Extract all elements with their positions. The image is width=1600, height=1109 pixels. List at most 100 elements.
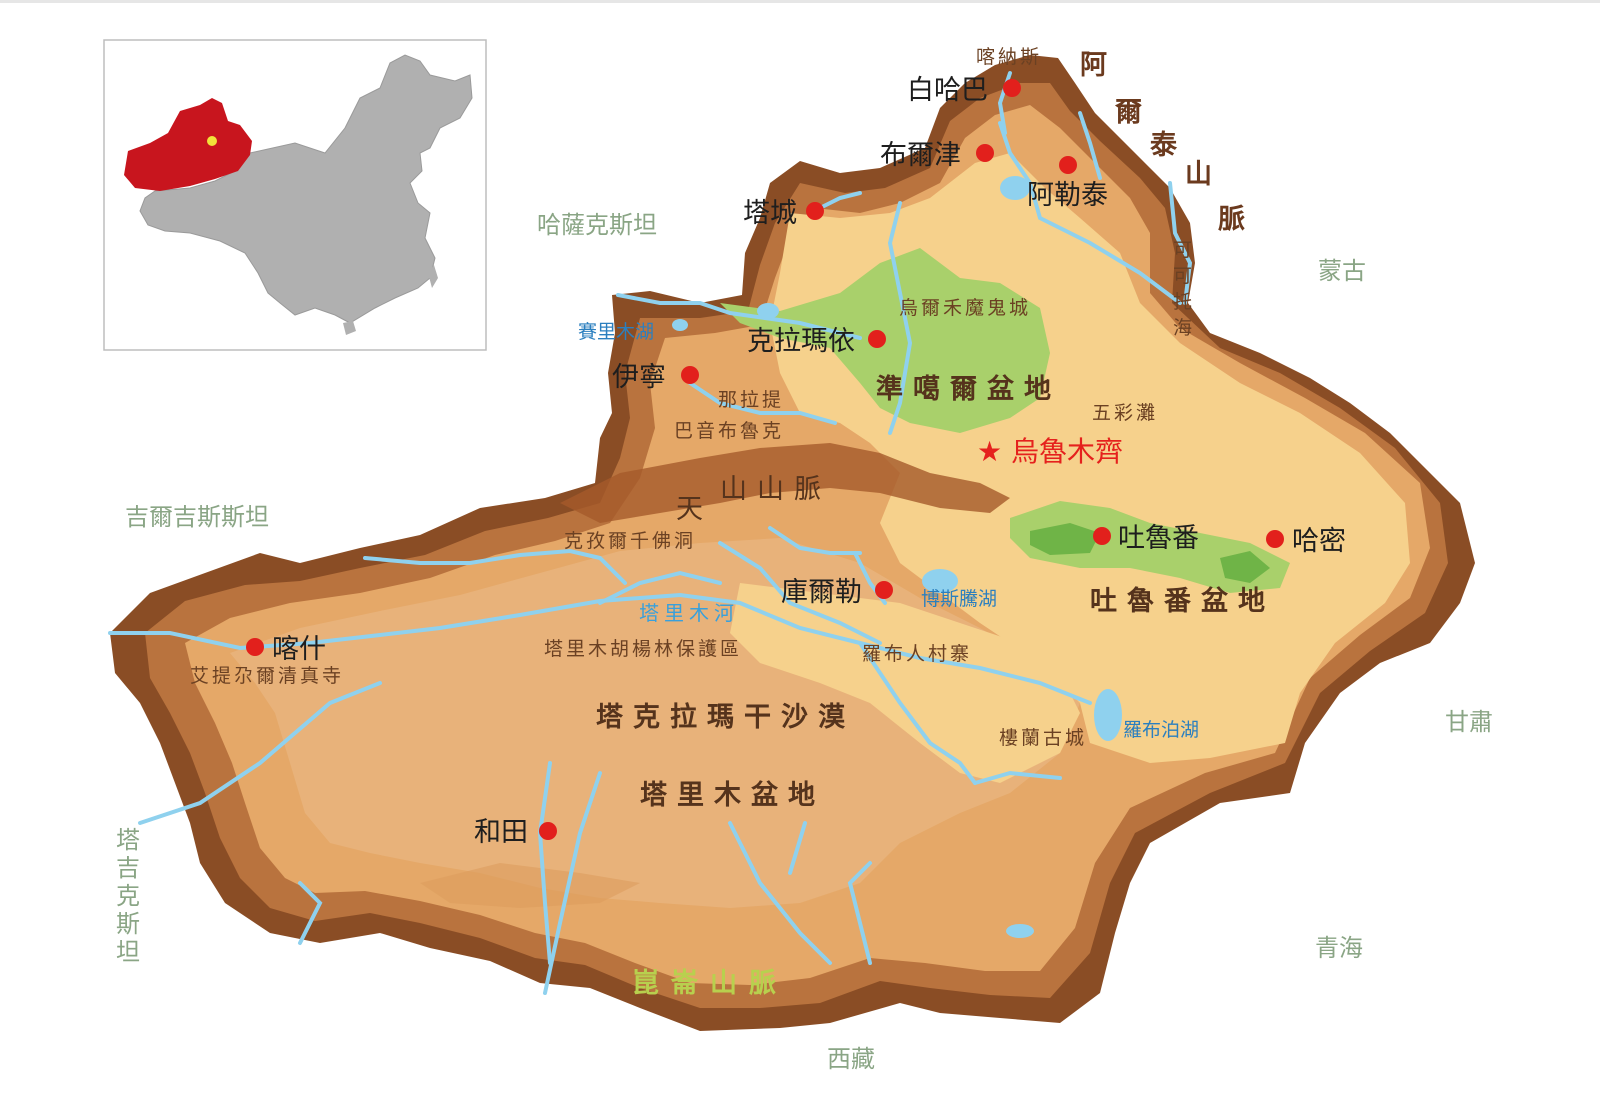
dune-patch-shape (420, 863, 640, 908)
id-kah-mosque-label[interactable]: 艾提尕爾清真寺 (190, 665, 344, 687)
lakes (672, 176, 1122, 938)
turpan-dot[interactable] (1093, 527, 1111, 545)
baihaba-dot[interactable] (1003, 79, 1021, 97)
altai-label-char: 阿 (1080, 50, 1107, 81)
sayram-lake-label[interactable]: 賽里木湖 (578, 321, 654, 343)
qinghai-label: 青海 (1315, 934, 1363, 962)
junggar-basin-label: 準噶爾盆地 (876, 373, 1061, 405)
tajikistan-label-char: 坦 (116, 938, 140, 966)
yining-label[interactable]: 伊寧 (612, 362, 666, 393)
populus-reserve-label[interactable]: 塔里木胡楊林保護區 (544, 638, 742, 660)
nalati-label[interactable]: 那拉提 (718, 389, 784, 411)
taiwan-shape (428, 265, 438, 288)
koktokay-label-char: 托 (1173, 291, 1195, 313)
lop-river-line (973, 770, 1062, 785)
kashgar-dot[interactable] (246, 638, 264, 656)
cherchen-river-line (858, 641, 977, 785)
city-labels: 白哈巴 布爾津 阿勒泰 塔城 克拉瑪依 伊寧 吐魯番 哈密 庫爾勒 喀什 和田 … (272, 75, 1346, 848)
altai-label-char: 脈 (1218, 204, 1245, 235)
burqin-label[interactable]: 布爾津 (880, 140, 961, 171)
basin-labels: 準噶爾盆地 吐魯番盆地 塔克拉瑪干沙漠 塔里木盆地 (596, 373, 1275, 811)
turpan-depression-shape (1030, 523, 1100, 555)
korla-dot[interactable] (875, 581, 893, 599)
manas-river-line (887, 201, 913, 435)
mongolia-label: 蒙古 (1318, 257, 1366, 285)
ili-river-line (616, 293, 862, 340)
gansu-label: 甘肅 (1445, 708, 1493, 736)
baihaba-label[interactable]: 白哈巴 (907, 75, 988, 106)
koktokay-label-char: 海 (1173, 317, 1195, 339)
kashgar-label[interactable]: 喀什 (272, 634, 326, 665)
tacheng-dot[interactable] (806, 202, 824, 220)
southern-river-line-3 (728, 821, 832, 965)
urumqi-locator-dot (207, 136, 217, 146)
hainan-shape (343, 321, 356, 335)
altay-dot[interactable] (1059, 156, 1077, 174)
inset-map (103, 39, 487, 351)
tianshan-ridge-shape (560, 443, 1010, 523)
burqin-dot[interactable] (976, 144, 994, 162)
tarim-north-line (718, 541, 882, 645)
tianshan-label-part1: 天 (676, 494, 713, 525)
poi-labels: 喀納斯 烏爾禾魔鬼城 五彩灘 那拉提 巴音布魯克 克孜爾千佛洞 塔里木胡楊林保護… (190, 46, 1158, 749)
turpan-label[interactable]: 吐魯番 (1118, 523, 1199, 554)
southern-river-line-2 (543, 771, 602, 995)
kanas-label[interactable]: 喀納斯 (976, 46, 1042, 68)
tajikistan-label-char: 斯 (116, 910, 140, 938)
lop-village-label[interactable]: 羅布人村寨 (862, 643, 972, 665)
bosten-lake-label[interactable]: 博斯騰湖 (921, 588, 997, 610)
tajikistan-label-char: 吉 (116, 854, 140, 882)
tibet-label: 西藏 (827, 1045, 875, 1073)
hami-depression-shape (1220, 551, 1270, 583)
ghost-city-label[interactable]: 烏爾禾魔鬼城 (899, 297, 1031, 319)
kizil-river-line (598, 570, 722, 605)
wucaitan-label[interactable]: 五彩灘 (1092, 402, 1158, 424)
hotan-dot[interactable] (539, 822, 557, 840)
turpan-basin-label: 吐魯番盆地 (1090, 585, 1275, 617)
city-markers (246, 79, 1284, 840)
korla-label[interactable]: 庫爾勒 (781, 577, 862, 608)
kazakhstan-label: 哈薩克斯坦 (537, 211, 657, 239)
hami-label[interactable]: 哈密 (1292, 526, 1346, 557)
irtysh-river-line (998, 121, 1182, 305)
altay-river-line (1078, 111, 1102, 180)
kizil-label[interactable]: 克孜爾千佛洞 (564, 530, 696, 552)
kyrgyzstan-label: 吉爾吉斯斯坦 (125, 503, 269, 531)
lop-nur-shape (1094, 689, 1122, 741)
aibi-lake-shape (757, 303, 779, 319)
tajikistan-label-char: 塔 (116, 826, 140, 854)
hotan-label[interactable]: 和田 (474, 817, 528, 848)
tarim-river-label[interactable]: 塔里木河 (639, 601, 739, 625)
lop-nur-label[interactable]: 羅布泊湖 (1123, 719, 1199, 741)
altay-label[interactable]: 阿勒泰 (1027, 180, 1108, 211)
kunlun-label: 崑崙山脈 (632, 968, 788, 999)
tarim-basin-label: 塔里木盆地 (640, 779, 825, 811)
altai-label-char: 爾 (1114, 97, 1142, 128)
koktokay-label-char: 可 (1173, 265, 1195, 287)
xinjiang-highlight-shape (124, 98, 252, 191)
tarim-river-line (108, 592, 1092, 705)
yining-dot[interactable] (681, 366, 699, 384)
loulan-label[interactable]: 樓蘭古城 (999, 727, 1087, 749)
yarkand-river-line (298, 881, 323, 945)
hami-dot[interactable] (1266, 530, 1284, 548)
aksai-lake-shape (1006, 924, 1034, 938)
turpan-oasis-shape (1010, 501, 1290, 593)
tacheng-label[interactable]: 塔城 (743, 198, 797, 229)
karamay-dot[interactable] (868, 330, 886, 348)
sayram-lake-shape (672, 319, 688, 331)
karamay-label[interactable]: 克拉瑪依 (747, 326, 855, 357)
southern-river-line-5 (788, 821, 807, 875)
bayanbulak-label[interactable]: 巴音布魯克 (674, 420, 784, 442)
altai-label-char: 泰 (1150, 130, 1178, 161)
southern-river-line-1 (537, 761, 552, 965)
western-river-line (138, 681, 382, 825)
hydrography (108, 71, 1193, 995)
ulungur-lake-shape (1000, 176, 1030, 200)
urumqi-capital-label[interactable]: ★ 烏魯木齊 (977, 435, 1123, 468)
